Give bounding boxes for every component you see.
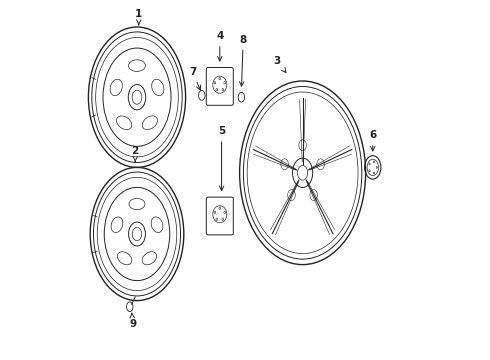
Text: 2: 2 [132, 146, 139, 162]
Text: 4: 4 [216, 31, 223, 61]
Text: 5: 5 [218, 126, 225, 190]
Text: 9: 9 [129, 313, 136, 329]
Text: 7: 7 [189, 67, 200, 90]
Text: 6: 6 [369, 130, 376, 151]
Text: 1: 1 [135, 9, 143, 25]
Text: 8: 8 [240, 35, 247, 86]
Text: 3: 3 [274, 56, 286, 72]
